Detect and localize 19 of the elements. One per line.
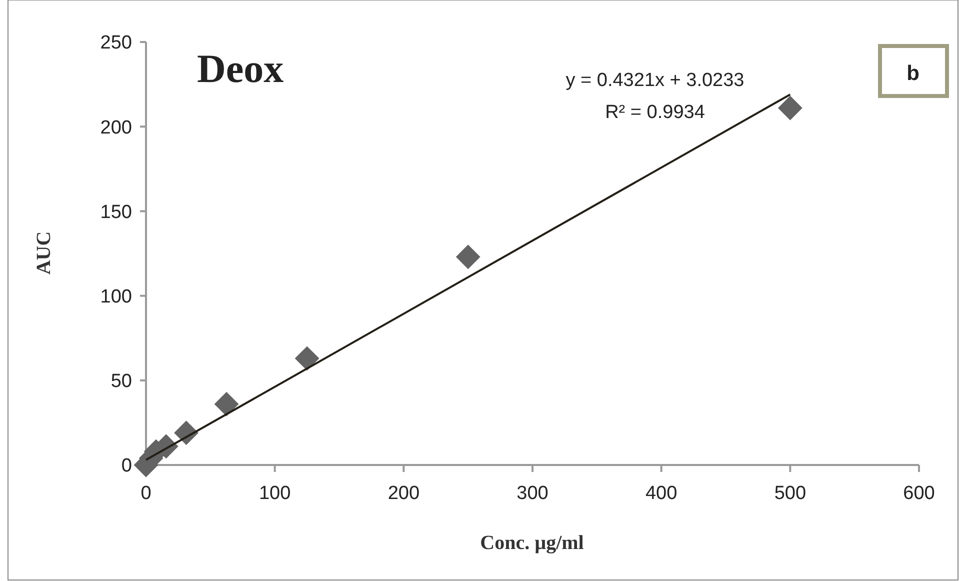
y-tick-label: 200: [100, 117, 132, 138]
x-tick-label: 400: [645, 483, 678, 504]
y-tick-label: 100: [100, 286, 132, 308]
y-tick-label: 150: [100, 202, 132, 223]
annotation: y = 0.4321x + 3.0233: [566, 70, 744, 91]
y-axis-title: AUC: [33, 231, 55, 275]
x-axis-title: Conc. µg/ml: [480, 532, 584, 554]
y-tick-label: 0: [121, 456, 132, 477]
x-tick-label: 100: [258, 483, 291, 504]
x-tick-label: 200: [388, 483, 420, 504]
x-tick-label: 300: [516, 483, 548, 504]
annotation: b: [906, 62, 920, 85]
x-tick-label: 500: [774, 483, 806, 504]
chart-title: Deox: [197, 46, 284, 91]
annotation: R² = 0.9934: [605, 102, 706, 123]
x-tick-label: 0: [140, 483, 152, 504]
y-tick-label: 250: [100, 32, 132, 54]
x-tick-label: 600: [903, 483, 935, 504]
y-tick-label: 50: [110, 371, 132, 392]
